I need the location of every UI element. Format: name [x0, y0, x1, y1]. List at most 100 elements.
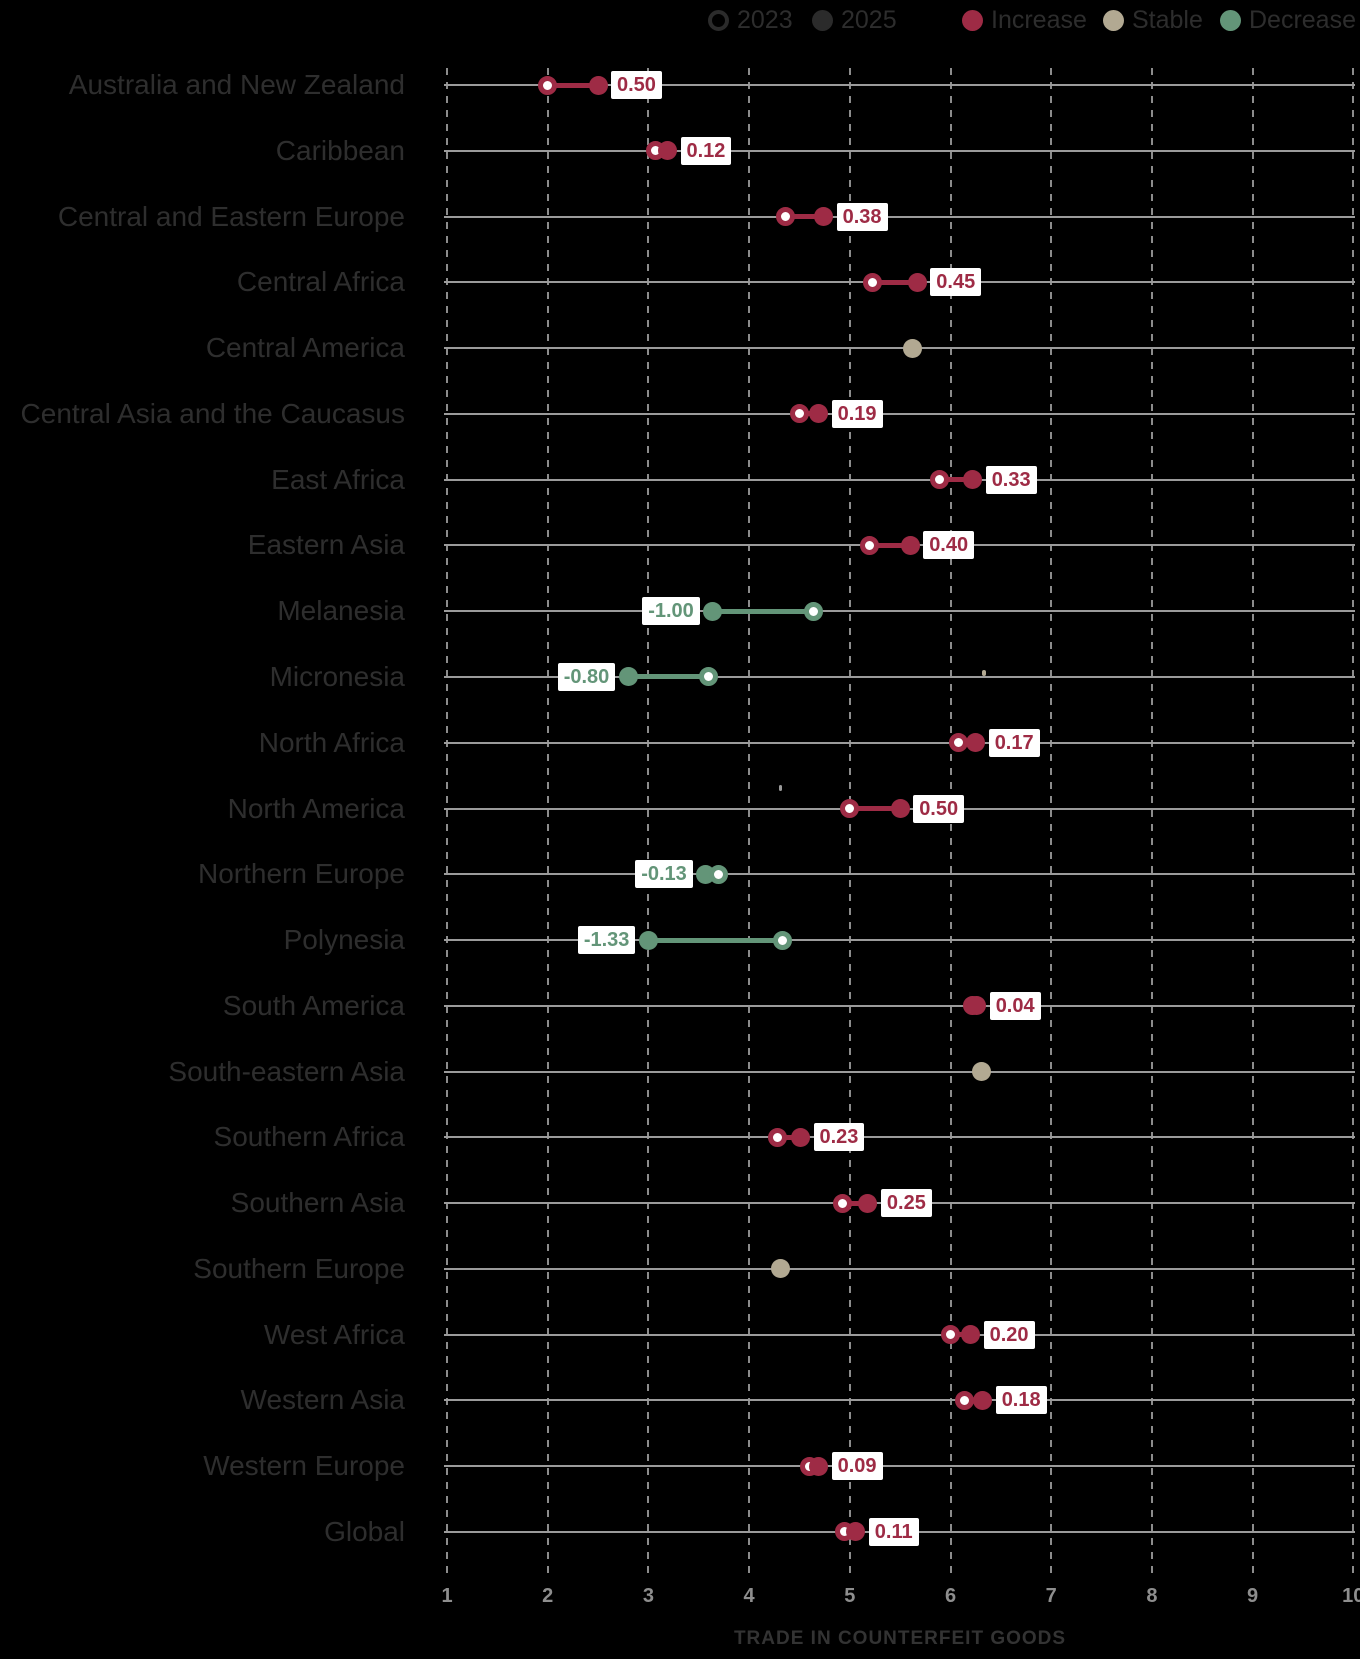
dot-2023	[699, 667, 719, 687]
dot-2023	[941, 1325, 960, 1345]
connector	[628, 674, 709, 680]
legend-label-stable: Stable	[1132, 6, 1203, 34]
diff-label: 0.40	[923, 531, 975, 560]
diff-label: 0.09	[831, 1452, 883, 1481]
gridline	[1150, 68, 1153, 1577]
legend-label-2025: 2025	[841, 6, 897, 34]
x-tick-label: 8	[1146, 1585, 1158, 1607]
dot-2025	[658, 141, 677, 161]
diff-label: -0.80	[557, 662, 616, 691]
dot-2025	[961, 1325, 981, 1345]
open-circle-2023-icon	[708, 9, 729, 31]
category-label: South America	[222, 989, 405, 1021]
diff-label: 0.33	[985, 465, 1037, 494]
connector	[712, 608, 814, 614]
dot-2023	[772, 930, 792, 950]
diff-label: 0.17	[988, 728, 1040, 757]
dot-2025	[963, 470, 983, 490]
dot-2023	[860, 535, 880, 555]
category-label: Australia and New Zealand	[68, 69, 405, 100]
dot-2025	[638, 930, 658, 950]
category-label: Southern Africa	[213, 1121, 405, 1153]
x-tick-label: 4	[743, 1585, 755, 1607]
diff-label: 0.11	[868, 1517, 919, 1546]
category-label: Micronesia	[269, 660, 405, 692]
gridline	[546, 68, 549, 1577]
gridline	[647, 68, 650, 1577]
x-tick-label: 2	[542, 1585, 554, 1607]
category-label: North America	[227, 792, 405, 824]
category-label: North Africa	[258, 726, 405, 758]
dot-2025	[890, 799, 910, 818]
legend-item-stable: Stable	[1103, 6, 1203, 34]
dot-2023	[538, 75, 558, 95]
category-label: Southern Asia	[230, 1187, 405, 1219]
diff-label: 0.25	[880, 1189, 932, 1218]
x-tick-label: 1	[441, 1585, 453, 1607]
dot-2025	[967, 996, 987, 1016]
dot-2025	[588, 75, 608, 95]
dot-2023	[767, 1127, 787, 1147]
connector	[939, 477, 973, 483]
diff-label: 0.19	[831, 399, 883, 428]
category-label: East Africa	[271, 463, 405, 495]
row-line	[444, 215, 1355, 218]
row-line	[444, 347, 1355, 350]
x-axis-title: TRADE IN COUNTERFEIT GOODS	[733, 1628, 1067, 1649]
row-line	[444, 1070, 1355, 1073]
row-line	[444, 1267, 1355, 1270]
x-tick-label: 10	[1342, 1585, 1360, 1607]
dot-2025	[846, 1522, 866, 1542]
row-line	[444, 1004, 1355, 1007]
decrease-dot-icon	[1220, 9, 1241, 31]
legend-item-2025: 2025	[812, 6, 897, 34]
x-tick-label: 5	[844, 1585, 856, 1607]
row-line	[444, 1136, 1355, 1139]
row-line	[444, 84, 1355, 86]
diff-label: -1.33	[577, 926, 636, 954]
connector	[785, 214, 824, 219]
gridline	[1352, 68, 1355, 1577]
dot-2025	[618, 667, 638, 687]
category-label: Central Asia and the Caucasus	[20, 397, 405, 429]
row-line	[444, 873, 1355, 876]
dot-2023	[862, 272, 882, 292]
category-label: Central Africa	[236, 266, 405, 298]
dot-2023	[709, 864, 729, 884]
diff-label: 0.38	[836, 202, 888, 231]
category-label: Eastern Asia	[247, 529, 405, 561]
filled-circle-2025-icon	[812, 9, 833, 31]
dot-2025	[814, 207, 834, 226]
dot-2023	[840, 799, 860, 818]
connector	[648, 937, 783, 943]
category-label: Western Asia	[240, 1384, 405, 1416]
diff-label: 0.04	[989, 991, 1041, 1020]
x-tick-label: 9	[1247, 1585, 1259, 1607]
category-label: Central and Eastern Europe	[57, 200, 405, 232]
dot-2025	[809, 404, 829, 424]
row-line	[444, 478, 1355, 481]
connector	[950, 1332, 971, 1338]
gridline	[446, 68, 448, 1577]
legend-label-increase: Increase	[991, 6, 1087, 34]
category-label: Polynesia	[283, 924, 405, 955]
connector	[842, 1200, 868, 1206]
x-tick-label: 6	[944, 1585, 957, 1607]
diff-label: 0.45	[930, 268, 982, 297]
connector	[869, 542, 911, 548]
dot-stable	[770, 1259, 790, 1279]
category-label: Southern Europe	[193, 1252, 405, 1284]
dot-2025	[900, 535, 920, 555]
diff-label: 0.18	[995, 1386, 1047, 1415]
legend-item-increase: Increase	[962, 6, 1087, 34]
dot-stable	[972, 1062, 992, 1081]
row-line	[444, 1399, 1355, 1402]
dot-2025	[703, 601, 723, 621]
stable-dot-icon	[1103, 9, 1124, 31]
row-line	[444, 610, 1355, 613]
connector	[849, 806, 901, 811]
diff-label: -0.13	[635, 860, 693, 889]
category-label: West Africa	[263, 1318, 405, 1350]
row-line	[444, 1333, 1355, 1336]
legend-label-decrease: Decrease	[1249, 6, 1356, 34]
